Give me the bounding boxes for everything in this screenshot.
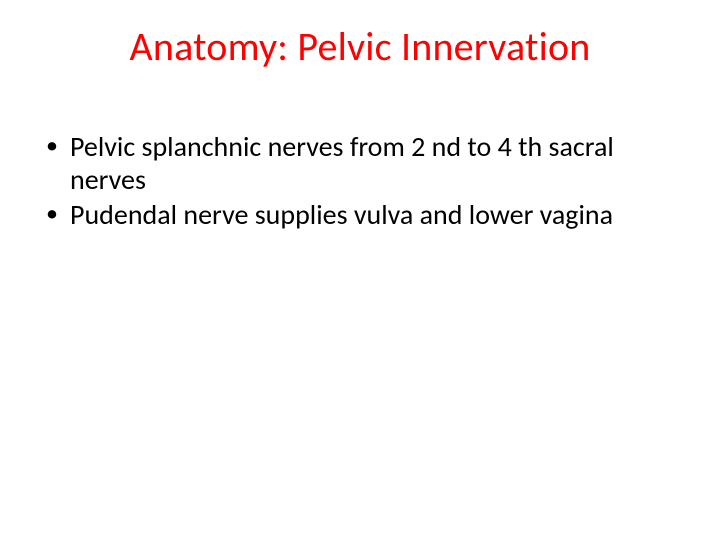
list-item: Pelvic splanchnic nerves from 2 nd to 4 … <box>44 130 676 196</box>
slide-title: Anatomy: Pelvic Innervation <box>0 22 720 71</box>
bullet-list: Pelvic splanchnic nerves from 2 nd to 4 … <box>44 130 676 231</box>
slide: Anatomy: Pelvic Innervation Pelvic splan… <box>0 0 720 540</box>
list-item: Pudendal nerve supplies vulva and lower … <box>44 198 676 231</box>
slide-body: Pelvic splanchnic nerves from 2 nd to 4 … <box>44 130 676 233</box>
